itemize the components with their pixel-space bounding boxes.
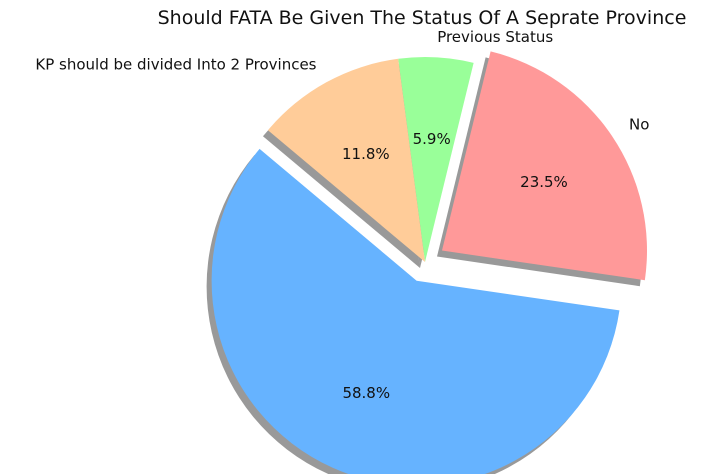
category-label-previous-status: Previous Status — [437, 28, 553, 46]
percent-label-previous-status: 5.9% — [413, 130, 451, 148]
category-label-kp-should-be-divided-into-2-provinces: KP should be divided Into 2 Provinces — [35, 55, 316, 73]
percent-label-no: 23.5% — [520, 173, 568, 191]
category-label-no: No — [629, 116, 649, 134]
pie-slice-no — [441, 51, 647, 281]
pie-slices — [211, 51, 647, 474]
percent-label-yes: 58.8% — [342, 384, 390, 402]
chart-title: Should FATA Be Given The Status Of A Sep… — [158, 7, 687, 29]
pie-slice-kp-should-be-divided-into-2-provinces — [267, 58, 425, 263]
slice-labels: 58.8%Yes23.5%No5.9%Previous Status11.8%K… — [35, 28, 649, 402]
pie-slice-previous-status — [398, 56, 474, 262]
percent-label-kp-should-be-divided-into-2-provinces: 11.8% — [342, 145, 390, 163]
pie-slice-yes — [211, 148, 620, 474]
